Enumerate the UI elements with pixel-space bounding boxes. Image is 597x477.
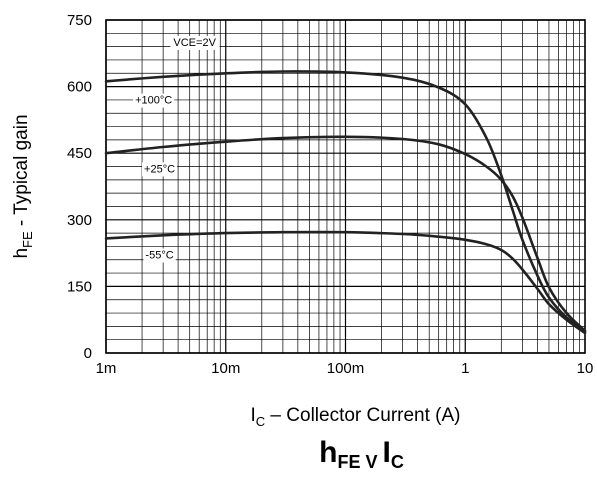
x-tick-label: 10m bbox=[211, 360, 240, 377]
chart-title-sep: V bbox=[360, 452, 382, 472]
chart-title-sub1: FE bbox=[337, 452, 360, 472]
x-tick-label: 1m bbox=[96, 360, 117, 377]
chart-title-main: h bbox=[319, 436, 337, 469]
series-line bbox=[104, 230, 587, 335]
curve-label: +100°C bbox=[135, 95, 172, 107]
x-tick-label: 100m bbox=[327, 360, 365, 377]
y-axis-label-main: h bbox=[11, 248, 32, 259]
y-tick-label: 0 bbox=[84, 345, 92, 362]
y-tick-label: 300 bbox=[67, 212, 92, 229]
y-tick-label: 150 bbox=[67, 278, 92, 295]
curve-label-bg bbox=[133, 93, 175, 108]
plot-frame bbox=[105, 19, 586, 354]
curve-label-bg bbox=[142, 162, 178, 177]
y-tick-label: 450 bbox=[67, 145, 92, 162]
series-lines bbox=[104, 70, 587, 335]
x-axis-label-main: I bbox=[250, 405, 255, 426]
grid bbox=[105, 19, 586, 354]
x-tick-label: 1 bbox=[461, 360, 469, 377]
x-tick-label: 10 bbox=[577, 360, 594, 377]
series-line bbox=[104, 70, 587, 333]
curve-label: +25°C bbox=[144, 163, 175, 175]
y-axis-label: hFE - Typical gain bbox=[11, 114, 35, 258]
chart-title-main2: I bbox=[383, 436, 391, 469]
y-axis-label-sub: FE bbox=[20, 231, 35, 248]
annotation-label: VCE=2V bbox=[173, 37, 216, 49]
tick-labels: 0 150 300 450 600 750 1m 10m 100m 1 10 bbox=[67, 12, 593, 377]
curve-label: -55°C bbox=[145, 250, 173, 262]
annotation-bg bbox=[170, 36, 220, 50]
curve-labels: +100°C +25°C -55°C bbox=[133, 93, 178, 263]
curve-label-bg bbox=[143, 248, 176, 263]
y-tick-label: 600 bbox=[67, 79, 92, 96]
chart-title-sub2: C bbox=[391, 452, 404, 472]
x-axis-label: IC – Collector Current (A) bbox=[250, 405, 460, 429]
series-line bbox=[104, 135, 587, 333]
y-tick-label: 750 bbox=[67, 12, 92, 29]
y-axis-label-rest: - Typical gain bbox=[11, 114, 32, 231]
chart-title: hFE V IC bbox=[319, 436, 404, 472]
x-axis-label-rest: – Collector Current (A) bbox=[265, 405, 460, 426]
x-axis-label-sub: C bbox=[256, 414, 265, 429]
